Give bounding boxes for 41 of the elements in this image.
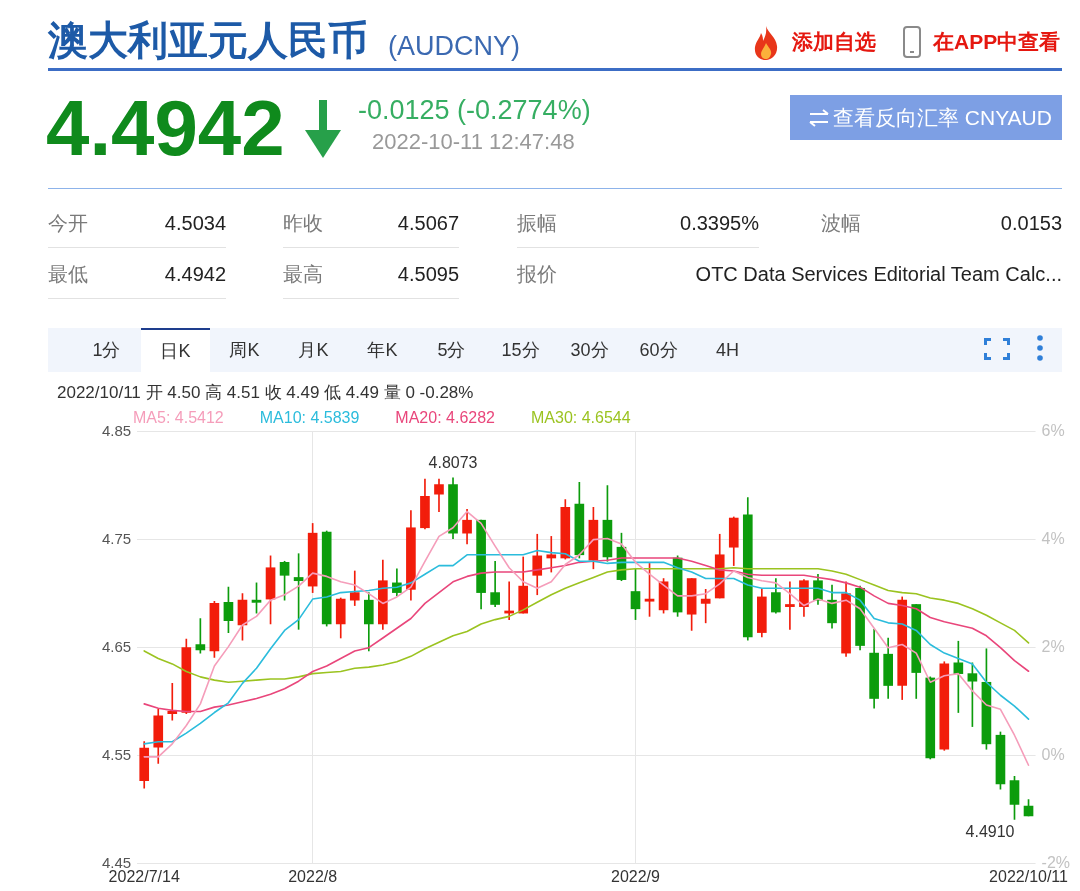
y-tick-label: 4.75 — [101, 529, 132, 547]
text: 4.4942 — [46, 83, 285, 174]
text: 4.5095 — [397, 262, 459, 286]
x-tick-label: 2022/9 — [611, 867, 661, 885]
text: -0.0125 (-0.2774%) — [358, 94, 591, 127]
text: 在APP中查看 — [933, 29, 1061, 55]
x-tick-label: 2022/8 — [288, 867, 338, 885]
text: MA20: 4.6282 — [395, 408, 495, 428]
text: 澳大利亚元人民币 — [48, 17, 368, 64]
text: 最高 — [283, 261, 323, 287]
text: 最低 — [48, 261, 88, 287]
text: 今开 — [48, 210, 88, 236]
text: 4.5034 — [164, 211, 226, 235]
x-tick-label: 2022/10/11 — [989, 867, 1069, 885]
y2-tick-label: 2% — [1041, 638, 1065, 656]
text: MA10: 4.5839 — [259, 408, 360, 428]
tab-bar: 1分 日K 周K 月K 年K 5分 15分 30分 60分 4H — [48, 328, 1062, 372]
text: (AUDCNY) — [388, 30, 520, 63]
button: 查看反向汇率 CNYAUD — [790, 95, 1062, 140]
text: 添加自选 — [792, 29, 876, 55]
y-tick-label: 4.65 — [101, 637, 132, 655]
annotation: 4.4910 — [965, 822, 1015, 840]
text: 4.5067 — [397, 211, 459, 235]
y2-tick-label: 0% — [1041, 746, 1065, 764]
text: MA30: 4.6544 — [530, 408, 631, 428]
text: OTC Data Services Editorial Team Calc... — [695, 262, 1062, 286]
annotation: 4.8073 — [428, 454, 478, 472]
text: 昨收 — [283, 210, 323, 236]
y-tick-label: 4.85 — [101, 421, 132, 439]
text: 波幅 — [821, 210, 861, 236]
text: 2022-10-11 12:47:48 — [372, 129, 575, 156]
text: MA5: 4.5412 — [133, 408, 224, 428]
text: 0.3395% — [680, 211, 759, 235]
y2-tick-label: 6% — [1041, 422, 1065, 440]
text: 4.4942 — [164, 262, 226, 286]
text: 2022/10/11 开 4.50 高 4.51 收 4.49 低 4.49 量 0 -0.28% — [57, 383, 474, 404]
text: 报价 — [517, 261, 557, 287]
y2-tick-label: 4% — [1041, 530, 1065, 548]
text: 振幅 — [517, 210, 557, 236]
y-tick-label: 4.55 — [101, 745, 132, 763]
text: 0.0153 — [1000, 211, 1062, 235]
